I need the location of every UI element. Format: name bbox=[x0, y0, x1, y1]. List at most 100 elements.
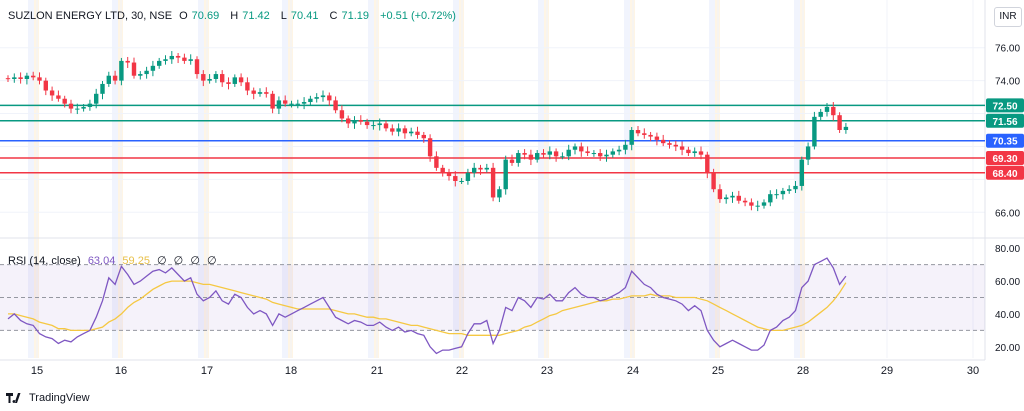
price-tick-label: 76.00 bbox=[995, 44, 1020, 55]
candle-body bbox=[679, 146, 685, 150]
candle-body bbox=[327, 95, 332, 101]
level-label: 69.30 bbox=[992, 154, 1017, 165]
candle-body bbox=[207, 79, 212, 81]
level-label: 70.35 bbox=[992, 137, 1017, 148]
candle-body bbox=[43, 80, 48, 91]
candle-body bbox=[188, 59, 193, 61]
candle-body bbox=[182, 57, 187, 61]
time-axis-label: 22 bbox=[456, 365, 468, 377]
candle-body bbox=[119, 60, 124, 81]
candle-body bbox=[383, 123, 389, 129]
level-label: 72.50 bbox=[992, 101, 1017, 112]
candle-body bbox=[635, 130, 641, 134]
currency-badge[interactable]: INR bbox=[994, 7, 1022, 27]
time-axis-label: 30 bbox=[967, 365, 979, 377]
time-axis-label: 17 bbox=[201, 365, 213, 377]
time-axis-label: 21 bbox=[371, 365, 383, 377]
candle-body bbox=[623, 144, 628, 150]
candle-body bbox=[396, 128, 401, 132]
candle-body bbox=[226, 82, 231, 84]
candle-body bbox=[251, 90, 256, 94]
candle-body bbox=[610, 151, 615, 155]
candle-body bbox=[339, 110, 345, 119]
candle-body bbox=[402, 128, 408, 134]
candle-body bbox=[453, 176, 458, 181]
candle-body bbox=[371, 125, 376, 127]
candle-body bbox=[831, 106, 836, 116]
candle-body bbox=[308, 98, 313, 103]
candle-body bbox=[761, 202, 767, 206]
rsi-tick-label: 40.00 bbox=[995, 310, 1020, 321]
candle-body bbox=[654, 136, 660, 140]
candle-body bbox=[320, 95, 326, 98]
candle-body bbox=[175, 55, 181, 58]
candle-body bbox=[434, 156, 439, 168]
candle-body bbox=[572, 146, 578, 150]
candle-body bbox=[516, 153, 521, 163]
rsi-ma-line bbox=[8, 280, 847, 336]
candle-body bbox=[824, 106, 830, 112]
level-label-bg bbox=[986, 133, 1024, 148]
tradingview-footer[interactable]: TradingView bbox=[6, 392, 90, 404]
high-value: H 71.42 bbox=[230, 10, 270, 22]
candle-body bbox=[509, 159, 515, 163]
candle-body bbox=[843, 126, 849, 130]
candle-body bbox=[238, 77, 244, 83]
candle-body bbox=[87, 103, 93, 107]
candle-body bbox=[144, 70, 149, 75]
candle-body bbox=[150, 65, 156, 71]
candle-body bbox=[541, 153, 546, 155]
level-label: 68.40 bbox=[992, 169, 1017, 180]
rsi-value: 63.04 bbox=[87, 255, 116, 267]
candle-body bbox=[755, 205, 760, 207]
candle-body bbox=[484, 167, 489, 170]
candle-body bbox=[346, 118, 351, 124]
tradingview-logo-icon bbox=[6, 393, 21, 403]
candle-body bbox=[364, 121, 370, 126]
chart-header: SUZLON ENERGY LTD, 30, NSE O 70.69 H 71.42… bbox=[8, 10, 460, 22]
candle-body bbox=[604, 154, 609, 157]
candle-body bbox=[24, 75, 30, 79]
candle-body bbox=[749, 202, 754, 206]
candle-body bbox=[648, 134, 653, 137]
candle-body bbox=[49, 90, 55, 96]
candle-body bbox=[314, 97, 319, 99]
candle-body bbox=[686, 149, 691, 154]
time-axis-label: 23 bbox=[541, 365, 553, 377]
candle-body bbox=[37, 77, 42, 81]
candle-body bbox=[478, 167, 483, 170]
level-label: 71.56 bbox=[992, 117, 1017, 128]
candle-body bbox=[301, 102, 307, 104]
candle-body bbox=[283, 100, 288, 104]
candle-body bbox=[667, 143, 672, 145]
candle-body bbox=[553, 151, 559, 157]
candle-body bbox=[31, 75, 36, 78]
candle-body bbox=[138, 74, 143, 76]
candle-body bbox=[295, 103, 300, 105]
time-axis-label: 16 bbox=[115, 365, 127, 377]
candle-body bbox=[125, 60, 130, 63]
candle-body bbox=[194, 59, 200, 75]
candle-body bbox=[692, 151, 697, 154]
candle-body bbox=[81, 106, 86, 109]
candle-body bbox=[585, 151, 590, 154]
candle-body bbox=[768, 194, 773, 203]
time-axis-label: 25 bbox=[712, 365, 724, 377]
candle-body bbox=[490, 167, 496, 198]
candle-body bbox=[245, 82, 250, 91]
rsi-label[interactable]: RSI (14, close) bbox=[8, 255, 81, 267]
candle-body bbox=[774, 194, 779, 196]
rsi-extra: ∅ bbox=[173, 255, 184, 267]
candle-body bbox=[465, 172, 471, 181]
level-label-bg bbox=[986, 150, 1024, 165]
candle-body bbox=[547, 151, 552, 155]
rsi-ma-value: 59.25 bbox=[122, 255, 150, 267]
close-value: C 71.19 bbox=[329, 10, 369, 22]
candle-body bbox=[736, 195, 741, 201]
candle-body bbox=[818, 111, 823, 117]
symbol-title[interactable]: SUZLON ENERGY LTD, 30, NSE bbox=[8, 10, 173, 22]
candle-body bbox=[591, 153, 597, 155]
price-tick-label: 66.00 bbox=[995, 208, 1020, 219]
candle-body bbox=[673, 144, 678, 147]
